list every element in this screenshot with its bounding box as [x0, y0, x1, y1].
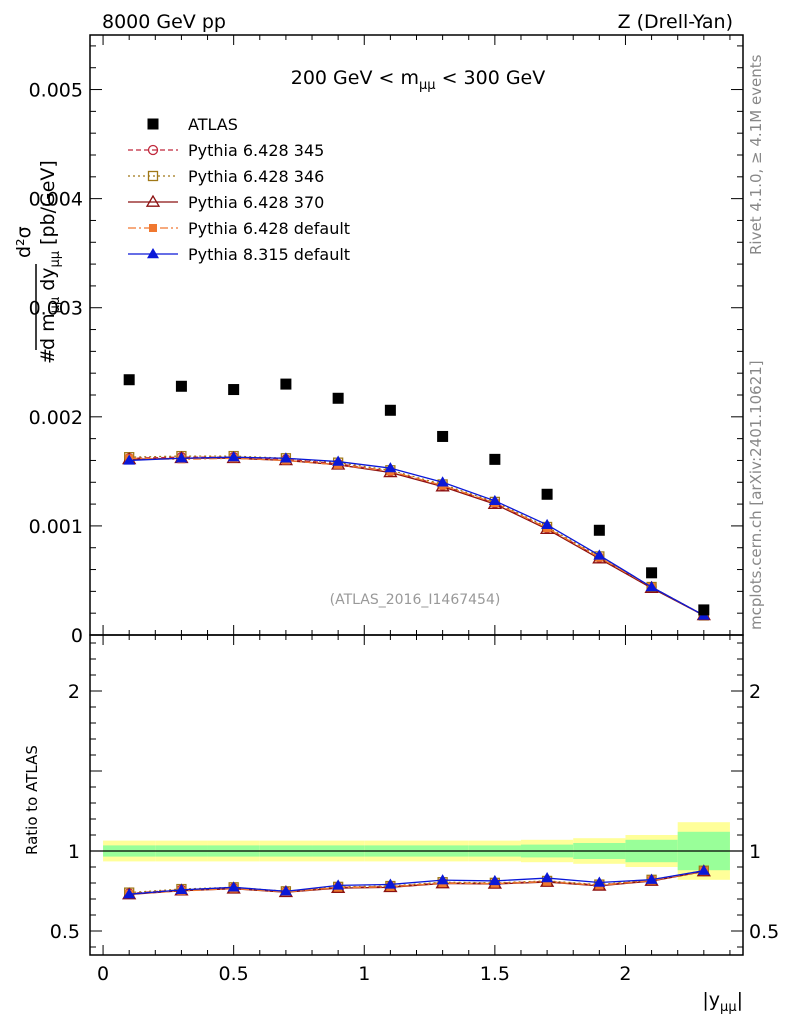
data-point-6	[437, 430, 449, 442]
svg-text:#: #	[37, 348, 59, 364]
ratio-point-series-4-8	[541, 872, 554, 883]
ratio-line-series-4	[129, 870, 704, 895]
x-tick-label-1: 0.5	[219, 963, 249, 985]
data-point-8	[541, 488, 553, 500]
data-point-0	[123, 374, 135, 386]
data-point-7	[489, 453, 501, 465]
legend-label-3: Pythia 6.428 370	[188, 193, 324, 212]
main-line-series-4	[129, 456, 705, 616]
svg-text:d²σ: d²σ	[13, 226, 35, 258]
legend-label-0: ATLAS	[188, 115, 238, 134]
ratio-point-series-4-1	[175, 883, 188, 895]
ratio-frame	[89, 634, 744, 956]
ratio-tick-label-left-2: 2	[68, 681, 80, 703]
x-tick-label-3: 1.5	[480, 963, 510, 985]
main-line-series-2	[129, 457, 705, 616]
ratio-y-label: Ratio to ATLAS	[23, 745, 41, 855]
y-tick-label-5: 0.005	[29, 80, 83, 102]
data-point-3	[280, 378, 292, 390]
ratio-tick-label-right-2: 2	[749, 681, 761, 703]
legend-label-5: Pythia 8.315 default	[188, 245, 350, 264]
rivet-label: Rivet 4.1.0, ≥ 4.1M events	[747, 54, 765, 255]
y-tick-label-0: 0	[71, 625, 83, 647]
ratio-point-series-4-2	[227, 881, 240, 892]
main-point-series-4-9	[593, 549, 606, 560]
main-line-series-3	[129, 457, 705, 616]
ratio-point-series-4-5	[384, 878, 397, 889]
y-tick-label-4: 0.004	[29, 189, 83, 211]
plot-title: 200 GeV < mμμ < 300 GeV	[291, 67, 546, 93]
main-point-series-4-4	[332, 455, 345, 466]
legend-marker-1	[147, 144, 159, 156]
axes: 0 0.5 1 1.5 2 0 0.001 0.002 0.003 0.004 0.005 0.5 0.…	[29, 34, 779, 985]
data-point-9	[593, 524, 605, 536]
x-tick-label-4: 2	[619, 963, 631, 985]
data-point-10	[646, 567, 658, 579]
main-series	[122, 374, 711, 621]
svg-text:d mμμ dyμμ[pb/GeV]: d mμμ dyμμ[pb/GeV]	[37, 160, 63, 350]
ratio-point-series-4-6	[436, 874, 449, 885]
ratio-tick-label-right-0: 0.5	[749, 921, 779, 943]
ratio-series	[122, 864, 711, 900]
ratio-point-series-4-9	[593, 876, 606, 887]
header-right: Z (Drell-Yan)	[618, 11, 733, 33]
main-point-series-4-6	[436, 476, 449, 487]
ratio-point-series-4-3	[279, 885, 292, 896]
ratio-point-series-4-0	[123, 888, 136, 899]
ratio-point-series-4-7	[488, 874, 501, 886]
main-point-series-4-3	[279, 452, 292, 463]
ratio-line-series-2	[129, 870, 704, 896]
y-tick-label-2: 0.002	[29, 407, 83, 429]
ratio-uncertainty-bands	[90, 822, 743, 880]
legend-marker-4	[149, 224, 157, 232]
mcplots-label: mcplots.cern.ch [arXiv:2401.10621]	[747, 360, 765, 630]
main-point-series-4-1	[175, 452, 188, 463]
y-tick-label-1: 0.001	[29, 516, 83, 538]
header-left: 8000 GeV pp	[102, 11, 226, 33]
legend-label-2: Pythia 6.428 346	[188, 167, 324, 186]
data-point-11	[698, 604, 710, 616]
ratio-point-series-4-4	[332, 879, 345, 890]
y-tick-label-3: 0.003	[29, 298, 83, 320]
x-tick-label-2: 1	[358, 963, 370, 985]
main-point-series-4-5	[384, 462, 397, 473]
legend-marker-0	[147, 118, 159, 130]
ratio-point-series-4-11	[697, 864, 710, 875]
legend: ATLAS Pythia 6.428 345 Pythia 6.428 346 Pyt…	[128, 115, 350, 264]
y-axis-label: d²σ d mμμ dyμμ[pb/GeV] #	[13, 160, 63, 364]
ratio-tick-label-left-0: 0.5	[50, 921, 80, 943]
main-point-series-4-7	[488, 494, 501, 506]
main-line-series-1	[129, 455, 705, 616]
data-point-2	[228, 384, 240, 396]
data-point-5	[384, 404, 396, 416]
data-point-1	[175, 380, 187, 392]
main-point-series-4-10	[645, 581, 658, 592]
main-point-series-4-8	[541, 518, 554, 530]
ratio-point-series-4-10	[645, 873, 658, 884]
main-point-series-4-2	[227, 451, 240, 462]
legend-marker-3	[145, 194, 161, 207]
legend-marker-2	[147, 170, 159, 182]
ratio-tick-label-left-1: 1	[68, 841, 80, 863]
x-tick-label-0: 0	[97, 963, 109, 985]
analysis-watermark: (ATLAS_2016_I1467454)	[330, 592, 501, 608]
ratio-tick-label-right-1: 1	[749, 841, 761, 863]
main-point-series-4-0	[123, 454, 136, 465]
x-axis-label: |yμμ|	[702, 989, 743, 1015]
data-point-4	[332, 392, 344, 404]
legend-marker-5	[147, 248, 159, 259]
legend-label-4: Pythia 6.428 default	[188, 219, 350, 238]
legend-label-1: Pythia 6.428 345	[188, 141, 324, 160]
